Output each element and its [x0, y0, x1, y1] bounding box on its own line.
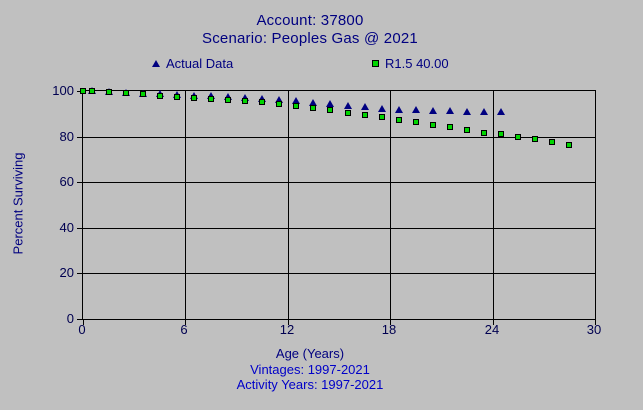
y-tick-label-60: 60	[59, 174, 74, 189]
x-tick-30	[595, 320, 596, 325]
data-point-curve	[361, 111, 368, 118]
data-point-actual	[463, 107, 471, 115]
data-point-curve	[276, 101, 283, 108]
data-point-curve	[344, 109, 351, 116]
data-point-actual	[428, 107, 437, 115]
legend-item-actual-data: Actual Data	[152, 55, 234, 71]
data-point-actual	[445, 107, 454, 115]
data-point-curve	[259, 99, 266, 106]
data-point-actual	[343, 101, 352, 109]
y-tick-20	[77, 273, 83, 274]
gridline-y-40	[83, 228, 595, 229]
square-marker-icon	[372, 59, 379, 67]
data-point-actual	[292, 97, 301, 105]
data-point-actual	[411, 106, 420, 114]
plot-area	[77, 87, 596, 325]
y-tick-label-40: 40	[59, 220, 74, 235]
data-point-curve	[532, 136, 539, 143]
data-point-actual	[309, 98, 318, 106]
data-point-curve	[566, 142, 573, 149]
gridline-y-20	[83, 273, 595, 274]
y-tick-label-0: 0	[66, 311, 74, 326]
data-point-curve	[446, 124, 453, 131]
data-point-actual	[275, 95, 284, 103]
gridline-x-18	[390, 91, 391, 319]
gridline-x-6	[185, 91, 186, 319]
y-tick-label-80: 80	[59, 129, 74, 144]
x-tick-label-18: 18	[381, 322, 397, 337]
x-tick-0	[83, 320, 84, 325]
data-point-curve	[464, 127, 470, 134]
data-point-curve	[225, 97, 232, 104]
x-tick-label-30: 30	[586, 322, 602, 337]
legend-label-actual-data: Actual Data	[166, 55, 234, 71]
data-point-actual	[480, 107, 489, 115]
data-point-curve	[327, 107, 334, 114]
data-point-curve	[208, 95, 214, 102]
data-point-curve	[242, 98, 249, 105]
data-point-curve	[139, 91, 146, 98]
data-point-actual	[360, 103, 369, 111]
chart-title-account: Account: 37800	[256, 12, 364, 29]
data-point-actual	[258, 94, 267, 102]
x-tick-12	[288, 320, 289, 325]
x-tick-label-0: 0	[78, 322, 86, 337]
data-point-curve	[173, 93, 180, 100]
data-point-curve	[549, 139, 556, 146]
y-axis-title: Percent Surviving	[10, 152, 26, 255]
x-tick-label-6: 6	[180, 322, 188, 337]
data-point-actual	[241, 93, 250, 101]
y-tick-0	[77, 319, 83, 320]
x-tick-18	[390, 320, 391, 325]
data-point-curve	[412, 119, 419, 125]
data-point-curve	[378, 113, 385, 120]
gridline-y-60	[83, 182, 595, 183]
y-tick-60	[77, 182, 83, 183]
data-point-curve	[156, 92, 163, 99]
y-tick-80	[77, 137, 83, 138]
data-point-actual	[326, 100, 335, 108]
data-point-curve	[395, 116, 402, 123]
data-point-actual	[377, 104, 386, 112]
chart-title-scenario: Scenario: Peoples Gas @ 2021	[202, 30, 418, 47]
x-tick-24	[493, 320, 494, 325]
data-point-actual	[394, 105, 403, 113]
data-point-curve	[310, 105, 317, 112]
data-point-curve	[481, 129, 488, 136]
activity-years-label: Activity Years: 1997-2021	[236, 377, 384, 392]
data-point-curve	[88, 88, 95, 95]
triangle-marker-icon	[152, 59, 160, 67]
vintages-label: Vintages: 1997-2021	[250, 362, 370, 377]
data-point-curve	[515, 133, 522, 140]
data-point-curve	[80, 88, 86, 94]
data-point-curve	[190, 94, 197, 101]
y-tick-label-20: 20	[59, 265, 74, 280]
data-point-actual	[207, 92, 215, 100]
x-tick-label-12: 12	[279, 322, 295, 337]
y-tick-40	[77, 228, 83, 229]
x-tick-label-24: 24	[484, 322, 500, 337]
gridline-x-12	[288, 91, 289, 319]
data-point-curve	[498, 131, 505, 138]
gridline-x-24	[493, 91, 494, 319]
data-point-actual	[497, 107, 506, 115]
x-tick-6	[185, 320, 186, 325]
data-point-curve	[122, 90, 129, 97]
y-tick-label-100: 100	[52, 83, 74, 98]
gridline-y-80	[83, 137, 595, 138]
legend-label-iowa-curve: R1.5 40.00	[385, 55, 449, 71]
x-axis-title: Age (Years)	[275, 346, 345, 361]
legend-item-iowa-curve: R1.5 40.00	[372, 55, 449, 71]
data-point-actual	[224, 92, 233, 100]
data-point-curve	[429, 121, 436, 128]
data-point-curve	[293, 103, 300, 110]
data-point-curve	[105, 89, 112, 96]
